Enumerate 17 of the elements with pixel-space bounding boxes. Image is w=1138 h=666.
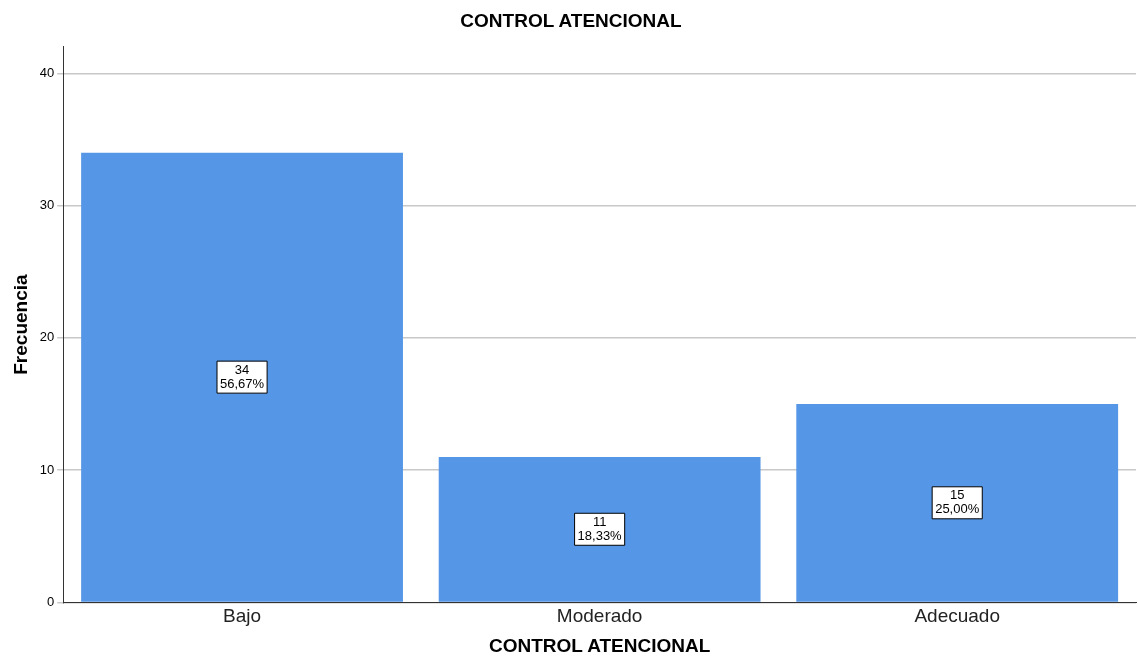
data-label: 11 18,33% xyxy=(577,513,623,543)
chart-title: CONTROL ATENCIONAL xyxy=(460,9,683,31)
bar xyxy=(438,456,761,602)
x-tick-label: Bajo xyxy=(223,605,262,627)
x-axis-title: CONTROL ATENCIONAL xyxy=(488,634,711,656)
y-tick-label: 0 xyxy=(47,593,55,609)
y-tick-label: 40 xyxy=(39,64,55,80)
y-axis-title: Frecuencia xyxy=(9,274,31,375)
bar xyxy=(81,152,403,602)
x-tick-label: Adecuado xyxy=(914,605,1000,627)
bar xyxy=(796,403,1119,602)
data-label: 15 25,00% xyxy=(935,487,980,517)
x-tick-label: Moderado xyxy=(556,605,643,627)
y-tick-label: 20 xyxy=(39,329,55,345)
data-label: 34 56,67% xyxy=(220,361,265,391)
y-tick-label: 30 xyxy=(39,197,55,213)
y-tick-label: 10 xyxy=(39,461,55,477)
